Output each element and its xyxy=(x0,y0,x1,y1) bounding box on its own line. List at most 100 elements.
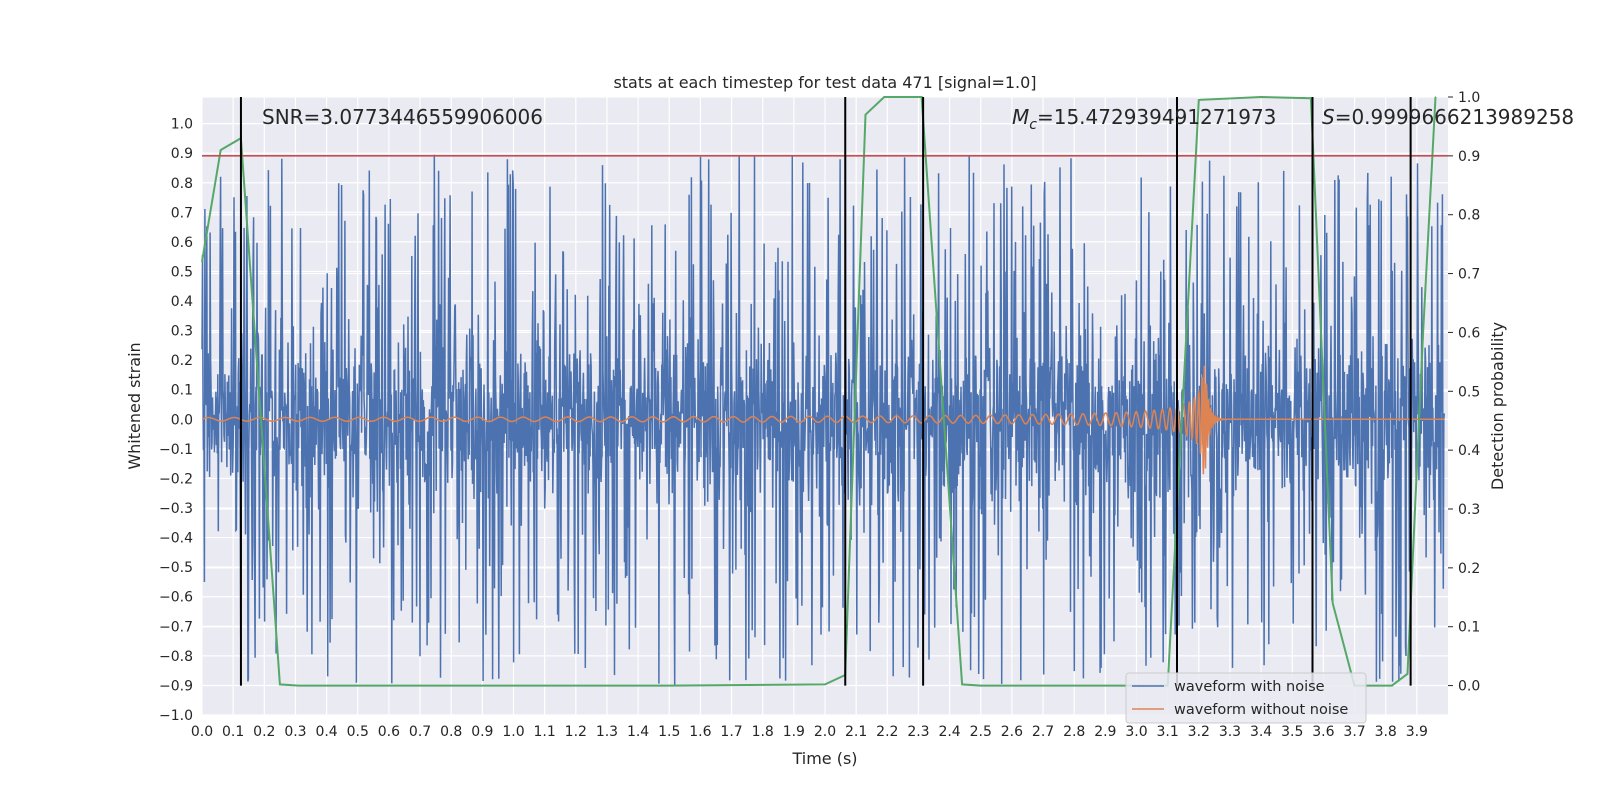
x-axis-ticks: 0.0 0.1 0.2 0.3 0.4 0.5 0.6 0.7 0.8 0.9 1.0 1.1 1.2 1… xyxy=(191,724,1428,740)
x-tick-label: 1.4 xyxy=(627,724,649,740)
legend-label-waveform-with-noise: waveform with noise xyxy=(1174,679,1325,695)
probability-point xyxy=(388,685,390,687)
x-tick-label: 2.5 xyxy=(970,724,992,740)
probability-point xyxy=(1434,96,1437,98)
x-tick-label: 1.3 xyxy=(596,724,618,740)
x-tick-label: 3.9 xyxy=(1406,724,1428,740)
y-tick-label: 0.7 xyxy=(171,205,193,221)
y-tick-label: 0.2 xyxy=(171,353,193,369)
x-tick-label: 0.4 xyxy=(315,724,337,740)
x-tick-label: 0.0 xyxy=(191,724,213,740)
x-tick-label: 2.1 xyxy=(845,724,867,740)
probability-point xyxy=(668,685,670,687)
x-tick-label: 2.0 xyxy=(814,724,836,740)
probability-point xyxy=(902,96,904,98)
x-tick-label: 1.0 xyxy=(502,724,524,740)
y-tick-label: 0.1 xyxy=(171,383,193,399)
probability-point xyxy=(1406,673,1409,675)
y2-tick-label: 0.0 xyxy=(1458,679,1480,695)
y-axis-label: Whitened strain xyxy=(125,342,144,469)
x-tick-label: 3.7 xyxy=(1343,724,1365,740)
x-tick-label: 0.1 xyxy=(222,724,244,740)
x-tick-label: 0.5 xyxy=(347,724,369,740)
y2-tick-label: 0.5 xyxy=(1458,384,1480,400)
probability-point xyxy=(883,96,885,98)
chirp-line xyxy=(201,365,1445,475)
score-annotation: S=0.9999666213989258 xyxy=(1322,105,1574,129)
probability-point xyxy=(961,683,963,686)
event-markers xyxy=(239,97,1412,686)
y-tick-label: −0.2 xyxy=(159,471,193,487)
score-value: =0.9999666213989258 xyxy=(1335,105,1574,129)
x-tick-label: 2.9 xyxy=(1094,724,1116,740)
x-tick-label: 2.2 xyxy=(876,724,898,740)
x-tick-label: 2.3 xyxy=(907,724,929,740)
y2-tick-label: 0.2 xyxy=(1458,561,1480,577)
y-axis-ticks: 1.0 0.9 0.8 0.7 0.6 0.5 0.4 0.3 0.2 0.1 0.0 −0.1 −0.… xyxy=(159,117,193,724)
x-tick-label: 1.9 xyxy=(783,724,805,740)
probability-point xyxy=(1332,602,1334,604)
probability-point xyxy=(1422,331,1424,333)
x-tick-label: 1.1 xyxy=(534,724,556,740)
x-tick-label: 0.2 xyxy=(253,724,275,740)
y-tick-label: 0.5 xyxy=(171,264,193,280)
series-waveform-without-noise xyxy=(201,365,1445,475)
y2-tick-label: 0.7 xyxy=(1458,267,1480,283)
y2-tick-label: 0.8 xyxy=(1458,208,1480,224)
chirp-mass-subscript: c xyxy=(1029,117,1037,133)
y-tick-label: −1.0 xyxy=(159,708,193,724)
x-tick-label: 2.6 xyxy=(1001,724,1023,740)
probability-point xyxy=(1198,99,1200,101)
probability-point xyxy=(201,261,203,263)
y-tick-label: −0.5 xyxy=(159,560,193,576)
y2-tick-label: 0.9 xyxy=(1458,149,1480,165)
x-tick-label: 0.3 xyxy=(284,724,306,740)
x-tick-label: 0.7 xyxy=(409,724,431,740)
y-tick-label: −0.1 xyxy=(159,442,193,458)
y2-tick-label: 0.3 xyxy=(1458,502,1480,518)
y-tick-label: −0.7 xyxy=(159,619,193,635)
probability-point xyxy=(512,685,515,687)
y-tick-label: −0.8 xyxy=(159,649,193,665)
x-tick-label: 3.3 xyxy=(1219,724,1241,740)
x-tick-label: 3.8 xyxy=(1375,724,1397,740)
x-tick-label: 1.7 xyxy=(720,724,742,740)
probability-point xyxy=(220,149,222,151)
probability-point xyxy=(298,685,300,687)
legend-label-waveform-without-noise: waveform without noise xyxy=(1174,702,1348,718)
x-tick-label: 0.6 xyxy=(378,724,400,740)
legend-box xyxy=(1125,672,1367,724)
y-tick-label: 0.0 xyxy=(171,412,193,428)
x-tick-label: 3.1 xyxy=(1157,724,1179,740)
score-symbol: S xyxy=(1322,105,1335,129)
probability-point xyxy=(1260,96,1262,98)
x-tick-label: 2.4 xyxy=(938,724,960,740)
y2-tick-label: 1.0 xyxy=(1458,90,1480,106)
y-tick-label: −0.6 xyxy=(159,590,193,606)
x-tick-label: 1.5 xyxy=(658,724,680,740)
x-tick-label: 3.5 xyxy=(1281,724,1303,740)
noise-line xyxy=(201,154,1446,686)
probability-point xyxy=(279,683,281,686)
probability-point xyxy=(1369,685,1371,687)
x-tick-label: 2.8 xyxy=(1063,724,1085,740)
y-tick-label: −0.3 xyxy=(159,501,193,517)
chirp-mass-symbol: M xyxy=(1012,105,1029,129)
x-tick-label: 3.0 xyxy=(1125,724,1147,740)
y-tick-label: 0.8 xyxy=(171,176,193,192)
y2-tick-label: 0.1 xyxy=(1458,620,1480,636)
probability-point xyxy=(1310,97,1312,99)
probability-point xyxy=(921,96,923,98)
x-tick-label: 3.6 xyxy=(1312,724,1334,740)
y-tick-label: 0.6 xyxy=(171,235,193,251)
x-tick-label: 1.8 xyxy=(752,724,774,740)
x-tick-label: 1.6 xyxy=(689,724,711,740)
snr-annotation: SNR=3.0773446559906006 xyxy=(262,105,543,129)
x-tick-label: 2.7 xyxy=(1032,724,1054,740)
y2-axis-ticks: 1.0 0.9 0.8 0.7 0.6 0.5 0.4 0.3 0.2 0.1 0.0 xyxy=(1448,90,1480,695)
y-tick-label: −0.4 xyxy=(159,531,193,547)
chirp-mass-value: =15.472939491271973 xyxy=(1037,105,1276,129)
chirp-mass-annotation: Mc=15.472939491271973 xyxy=(1012,105,1276,133)
